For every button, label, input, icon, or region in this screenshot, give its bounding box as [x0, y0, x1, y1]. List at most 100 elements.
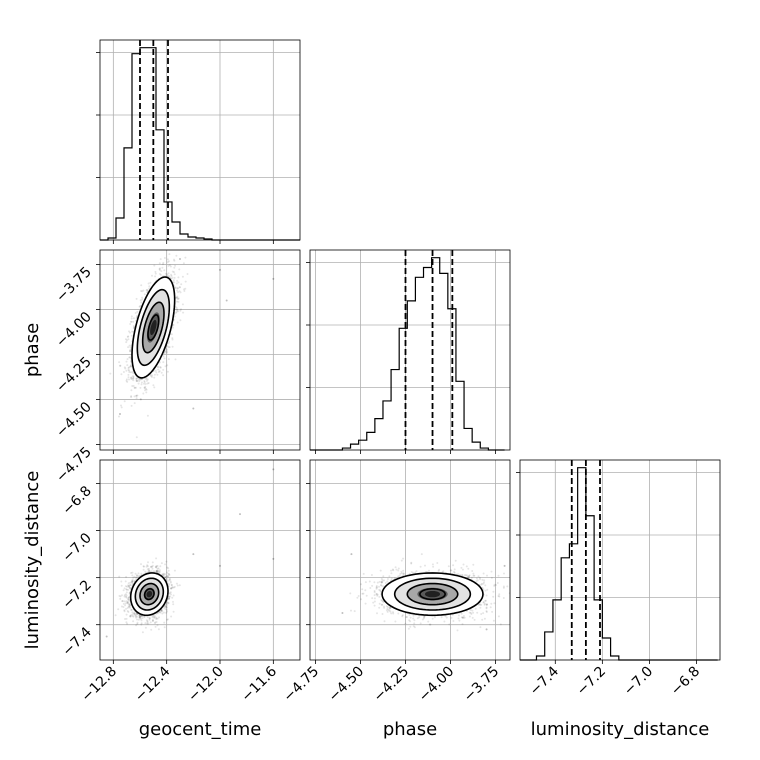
sample-point — [124, 618, 126, 620]
sample-point — [129, 356, 132, 359]
sample-point — [173, 273, 176, 276]
sample-point — [166, 351, 168, 354]
sample-point — [159, 366, 162, 369]
sample-point — [133, 402, 136, 405]
sample-point — [128, 371, 131, 374]
sample-point — [180, 308, 182, 311]
sample-point — [153, 264, 156, 267]
sample-point — [138, 574, 141, 577]
sample-point — [146, 621, 149, 624]
sample-point — [165, 348, 168, 351]
sample-point — [179, 286, 181, 289]
contour-level-1 — [141, 301, 165, 354]
sample-point — [125, 613, 128, 616]
sample-point — [150, 628, 153, 631]
sample-point — [132, 372, 135, 375]
sample-point — [168, 597, 171, 600]
sample-point — [131, 378, 134, 381]
sample-point — [167, 574, 170, 577]
sample-point — [166, 606, 168, 609]
sample-point — [143, 382, 145, 385]
sample-point — [150, 375, 152, 377]
sample-point — [166, 618, 169, 621]
sample-point — [157, 567, 160, 570]
sample-point — [130, 364, 132, 367]
sample-point — [176, 298, 179, 301]
sample-point — [153, 376, 156, 379]
sample-point — [128, 605, 131, 608]
sample-point — [157, 628, 160, 631]
sample-point — [165, 611, 168, 614]
sample-point — [170, 593, 172, 596]
histogram-phase — [310, 257, 505, 451]
sample-point — [140, 619, 143, 622]
sample-point — [184, 280, 187, 283]
sample-point — [131, 574, 134, 577]
sample-point — [167, 346, 170, 349]
sample-point — [132, 325, 135, 327]
sample-point — [123, 609, 126, 612]
sample-point — [140, 284, 143, 287]
sample-point — [148, 287, 151, 290]
sample-point — [164, 350, 166, 353]
sample-point — [131, 580, 134, 583]
sample-point — [140, 381, 143, 384]
hist-panel-geocent_time — [96, 39, 301, 244]
sample-point — [183, 290, 186, 292]
sample-point — [179, 309, 182, 312]
sample-point — [166, 258, 169, 261]
sample-point — [125, 594, 128, 597]
sample-point — [125, 617, 128, 620]
sample-point — [127, 596, 130, 599]
sample-point — [175, 296, 177, 299]
sample-point — [125, 341, 128, 344]
sample-point — [153, 386, 156, 389]
sample-point — [173, 281, 176, 284]
sample-point — [172, 603, 175, 606]
sample-point — [131, 571, 134, 574]
sample-point — [170, 615, 173, 618]
sample-point — [151, 565, 154, 568]
sample-point — [146, 289, 149, 292]
sample-point — [130, 608, 133, 611]
sample-point — [127, 338, 130, 341]
sample-point — [155, 566, 158, 569]
sample-point — [171, 345, 174, 348]
sample-point — [135, 380, 138, 382]
sample-point — [176, 321, 179, 324]
sample-point — [136, 612, 139, 615]
sample-point — [172, 600, 174, 603]
sample-point — [140, 378, 143, 381]
sample-point — [140, 615, 142, 618]
sample-point — [163, 269, 166, 272]
sample-point — [129, 323, 132, 325]
sample-point — [164, 365, 167, 368]
sample-point — [159, 366, 162, 368]
sample-point — [141, 298, 144, 301]
sample-point — [173, 259, 176, 262]
sample-point — [156, 565, 159, 567]
sample-point — [122, 371, 125, 373]
sample-point — [139, 398, 142, 401]
sample-point — [167, 572, 170, 575]
joint-geocent_time-phase-frame — [99, 249, 301, 451]
sample-point — [168, 253, 171, 256]
sample-point — [167, 602, 170, 605]
sample-point — [136, 314, 139, 317]
sample-point — [180, 283, 183, 286]
sample-point — [176, 584, 179, 587]
sample-point — [171, 596, 174, 599]
sample-point — [177, 291, 179, 294]
sample-point — [120, 580, 123, 583]
sample-point — [162, 611, 165, 614]
sample-point — [162, 368, 165, 371]
sample-point — [131, 611, 134, 614]
sample-point — [177, 276, 180, 279]
sample-point — [147, 382, 150, 384]
sample-point — [126, 358, 129, 361]
sample-point — [138, 616, 141, 619]
outlier-point — [219, 268, 221, 271]
sample-point — [175, 310, 178, 313]
sample-point — [129, 371, 132, 374]
sample-point — [172, 324, 175, 326]
